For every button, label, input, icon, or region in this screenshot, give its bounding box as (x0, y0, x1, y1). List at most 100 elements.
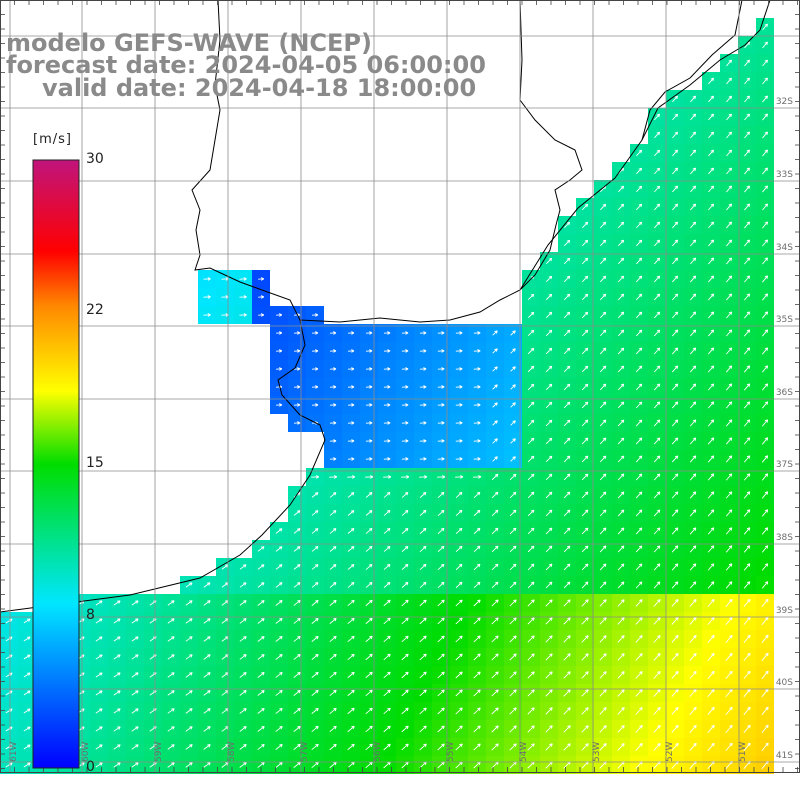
wind-arrow (131, 618, 139, 624)
wind-arrow (401, 743, 409, 751)
wind-arrow (203, 295, 211, 299)
wind-arrow (761, 598, 769, 608)
wind-arrow (527, 473, 535, 481)
wind-arrow (5, 654, 13, 660)
wind-arrow (473, 563, 481, 571)
wind-arrow (599, 239, 607, 247)
wind-arrow (690, 221, 697, 229)
wind-arrow (419, 475, 428, 479)
wind-arrow (311, 707, 319, 715)
wind-arrow (563, 563, 571, 571)
wind-arrow (167, 708, 175, 714)
wind-arrow (527, 401, 535, 409)
wind-arrow (744, 293, 751, 301)
wind-arrow (563, 599, 571, 607)
longitude-label: 58W (227, 742, 237, 762)
longitude-label: 54W (519, 742, 529, 762)
wind-arrow (527, 329, 535, 337)
wind-arrow (653, 329, 661, 337)
wind-arrow (185, 582, 193, 588)
wind-arrow (743, 473, 751, 481)
wind-arrow (455, 385, 463, 389)
wind-arrow (689, 401, 697, 409)
wind-arrow (545, 329, 553, 337)
wind-arrow (689, 670, 697, 679)
wind-arrow (365, 743, 373, 751)
wind-arrow (401, 707, 409, 715)
wind-arrow (636, 185, 643, 193)
wind-arrow (617, 707, 625, 715)
wind-arrow (708, 221, 715, 229)
wind-arrow (527, 455, 535, 463)
wind-arrow (671, 455, 679, 463)
wind-arrow (437, 671, 445, 679)
wind-arrow (743, 347, 751, 355)
wind-arrow (492, 438, 498, 444)
wind-arrow (671, 671, 679, 679)
wind-arrow (294, 421, 301, 425)
wind-arrow (689, 599, 697, 607)
wind-arrow (365, 564, 373, 570)
wind-arrow (419, 599, 427, 607)
wind-arrow (744, 203, 751, 211)
wind-arrow (437, 457, 445, 461)
wind-arrow (762, 257, 769, 265)
wind-arrow (257, 708, 265, 714)
wind-arrow (744, 257, 751, 265)
longitude-label: 56W (373, 742, 383, 762)
wind-arrow (635, 617, 643, 625)
wind-arrow (545, 347, 553, 355)
title-forecast-date: forecast date: 2024-04-05 06:00:00 (6, 51, 486, 79)
wind-arrow (545, 653, 553, 661)
wind-arrow (690, 185, 697, 193)
wind-arrow (599, 437, 607, 445)
wind-arrow (473, 581, 481, 589)
wind-arrow (707, 473, 715, 481)
wind-arrow (726, 221, 733, 229)
wind-arrow (743, 509, 751, 517)
wind-arrow (671, 419, 679, 427)
wind-arrow (455, 403, 463, 407)
wind-arrow (455, 635, 463, 643)
wind-arrow (689, 437, 697, 445)
wind-arrow (725, 634, 733, 643)
wind-arrow (653, 473, 661, 481)
wind-arrow (762, 203, 769, 211)
wind-arrow (437, 385, 445, 389)
wind-arrow (276, 367, 283, 371)
wind-arrow (239, 744, 247, 750)
wind-arrow (707, 634, 715, 643)
wind-arrow (635, 743, 643, 751)
wind-arrow (563, 707, 571, 715)
latitude-label: 32S (776, 97, 793, 107)
wind-arrow (653, 689, 661, 697)
wind-arrow (95, 762, 103, 768)
wind-arrow (401, 475, 410, 479)
wind-arrow (563, 365, 571, 373)
wind-arrow (401, 599, 409, 607)
wind-arrow (347, 349, 355, 353)
wind-arrow (437, 599, 445, 607)
wind-arrow (383, 671, 391, 679)
wind-arrow (581, 293, 589, 301)
wind-arrow (599, 473, 607, 481)
wind-arrow (545, 707, 553, 715)
wind-arrow (312, 367, 319, 371)
wind-arrow (581, 311, 589, 319)
wind-arrow (636, 149, 643, 157)
wind-arrow (329, 492, 337, 498)
wind-arrow (347, 689, 355, 697)
wind-arrow (671, 617, 679, 625)
wind-arrow (329, 564, 337, 570)
wind-arrow (725, 437, 733, 445)
wind-arrow (293, 582, 301, 588)
wind-arrow (707, 365, 715, 373)
wind-arrow (365, 331, 373, 335)
wind-arrow (725, 616, 733, 625)
wind-arrow (185, 636, 193, 642)
wind-arrow (563, 653, 571, 661)
wind-arrow (654, 221, 661, 229)
wind-arrow (23, 636, 31, 642)
wind-arrow (762, 95, 768, 103)
longitude-label: 61W (9, 742, 19, 762)
